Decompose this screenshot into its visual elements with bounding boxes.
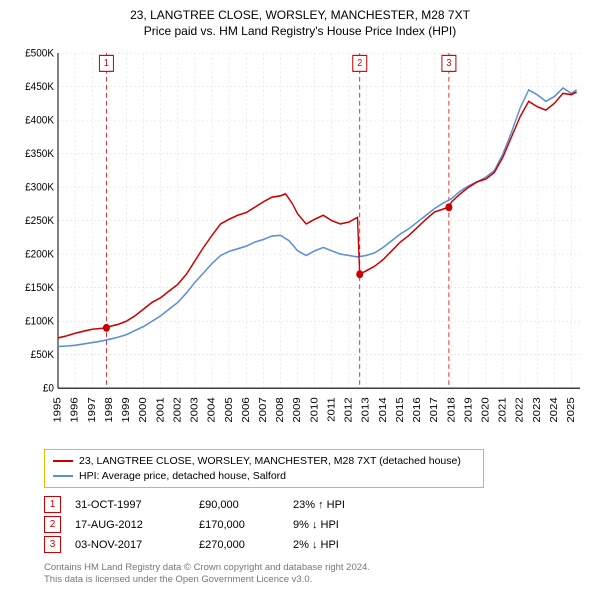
event-marker-box: 2 <box>44 516 61 533</box>
chart-title-block: 23, LANGTREE CLOSE, WORSLEY, MANCHESTER,… <box>10 8 590 44</box>
y-tick-label: £100K <box>25 315 55 328</box>
x-tick-label: 2019 <box>463 397 474 422</box>
x-tick-label: 2007 <box>258 397 269 422</box>
x-tick-label: 2009 <box>292 397 303 422</box>
x-tick-label: 2015 <box>395 397 406 422</box>
x-tick-label: 2003 <box>189 397 200 422</box>
x-tick-label: 2025 <box>566 397 577 422</box>
event-marker-box: 1 <box>44 496 61 513</box>
x-tick-label: 2004 <box>206 397 217 422</box>
legend-swatch <box>53 460 73 462</box>
x-tick-label: 2012 <box>343 397 354 422</box>
legend-item: 23, LANGTREE CLOSE, WORSLEY, MANCHESTER,… <box>53 454 475 469</box>
marker-number: 1 <box>104 58 109 70</box>
series-price_paid <box>58 92 577 338</box>
y-tick-label: £250K <box>25 214 55 227</box>
event-row: 2 17-AUG-2012 £170,000 9% ↓ HPI <box>44 516 544 533</box>
x-tick-label: 2023 <box>531 397 542 422</box>
legend-item: HPI: Average price, detached house, Salf… <box>53 469 475 484</box>
attribution: Contains HM Land Registry data © Crown c… <box>44 562 590 586</box>
event-price: £270,000 <box>199 539 279 551</box>
y-tick-label: £500K <box>25 47 55 60</box>
y-tick-label: £150K <box>25 282 55 295</box>
title-line-1: 23, LANGTREE CLOSE, WORSLEY, MANCHESTER,… <box>10 8 590 22</box>
marker-number: 2 <box>357 58 362 70</box>
y-tick-label: £200K <box>25 248 55 261</box>
event-date: 03-NOV-2017 <box>75 539 185 551</box>
x-tick-label: 2008 <box>275 397 286 422</box>
event-price: £90,000 <box>199 499 279 511</box>
y-tick-label: £400K <box>25 114 55 127</box>
y-tick-label: £0 <box>43 382 54 395</box>
legend-swatch <box>53 475 73 477</box>
x-tick-label: 2020 <box>480 397 491 422</box>
x-tick-label: 2017 <box>429 397 440 422</box>
x-tick-label: 2018 <box>446 397 457 422</box>
x-tick-label: 2001 <box>155 397 166 422</box>
x-tick-label: 1995 <box>52 397 63 422</box>
events-table: 1 31-OCT-1997 £90,000 23% ↑ HPI 2 17-AUG-2012… <box>44 496 544 556</box>
chart-area: £0 £50K £100K £150K £200K £250K £300K £350K £400… <box>10 44 590 443</box>
event-delta: 9% ↓ HPI <box>293 519 383 531</box>
legend: 23, LANGTREE CLOSE, WORSLEY, MANCHESTER,… <box>44 449 484 488</box>
event-date: 31-OCT-1997 <box>75 499 185 511</box>
x-tick-label: 2006 <box>241 397 252 422</box>
event-marker-box: 3 <box>44 536 61 553</box>
y-tick-label: £50K <box>31 349 55 362</box>
x-tick-label: 1999 <box>121 397 132 422</box>
x-tick-label: 2022 <box>514 397 525 422</box>
attribution-line-2: This data is licensed under the Open Gov… <box>44 574 590 586</box>
legend-label: HPI: Average price, detached house, Salf… <box>79 469 286 484</box>
y-tick-label: £300K <box>25 181 55 194</box>
event-date: 17-AUG-2012 <box>75 519 185 531</box>
event-row: 3 03-NOV-2017 £270,000 2% ↓ HPI <box>44 536 544 553</box>
x-tick-label: 2011 <box>326 397 337 422</box>
legend-label: 23, LANGTREE CLOSE, WORSLEY, MANCHESTER,… <box>79 454 461 469</box>
x-tick-label: 1998 <box>104 397 115 422</box>
x-tick-label: 2013 <box>360 397 371 422</box>
event-row: 1 31-OCT-1997 £90,000 23% ↑ HPI <box>44 496 544 513</box>
x-tick-label: 2016 <box>412 397 423 422</box>
event-price: £170,000 <box>199 519 279 531</box>
title-line-2: Price paid vs. HM Land Registry's House … <box>10 24 590 38</box>
x-tick-label: 2021 <box>497 397 508 422</box>
event-delta: 23% ↑ HPI <box>293 499 383 511</box>
x-tick-label: 1997 <box>86 397 97 422</box>
marker-number: 3 <box>446 58 451 70</box>
x-tick-label: 2014 <box>377 397 388 422</box>
x-tick-label: 2005 <box>223 397 234 422</box>
event-delta: 2% ↓ HPI <box>293 539 383 551</box>
x-tick-label: 2002 <box>172 397 183 422</box>
x-tick-label: 2000 <box>138 397 149 422</box>
y-tick-label: £350K <box>25 147 55 160</box>
x-tick-label: 2024 <box>549 397 560 422</box>
x-tick-label: 2010 <box>309 397 320 422</box>
x-tick-label: 1996 <box>69 397 80 422</box>
attribution-line-1: Contains HM Land Registry data © Crown c… <box>44 562 590 574</box>
y-tick-label: £450K <box>25 80 55 93</box>
